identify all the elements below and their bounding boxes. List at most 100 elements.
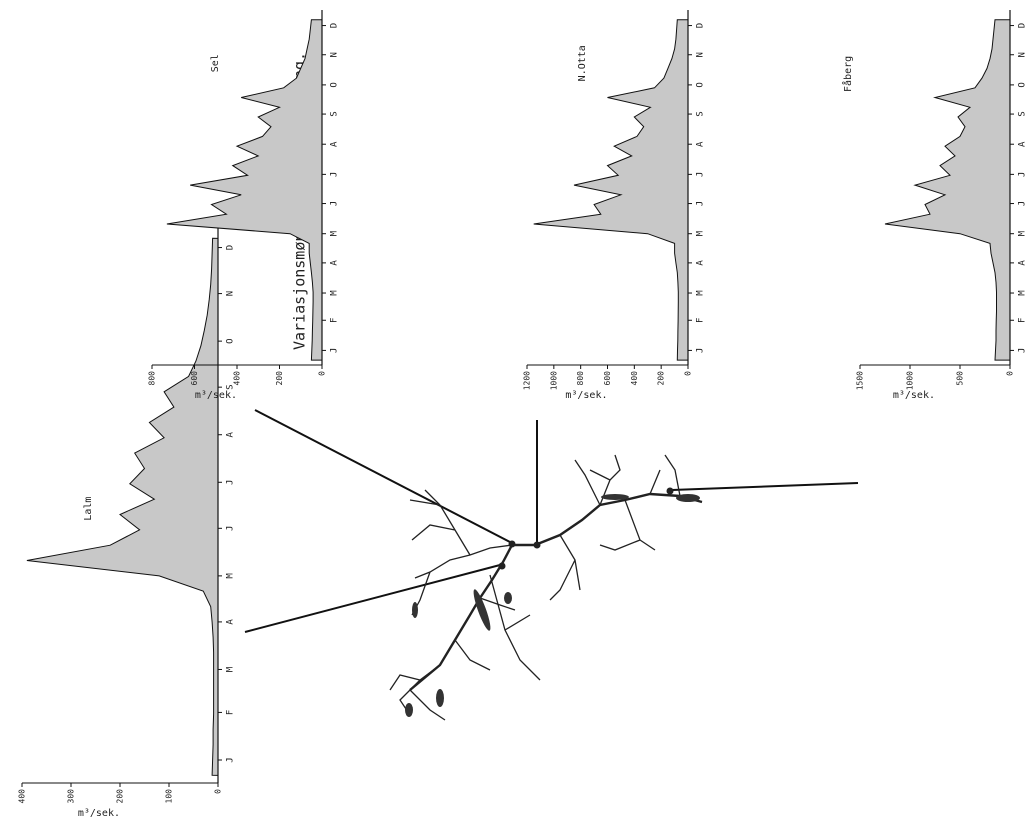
x-tick-label: J — [696, 348, 706, 353]
lake — [504, 592, 512, 604]
chart-title: Fåberg — [841, 56, 854, 92]
y-axis-label: m³/sek. — [565, 390, 607, 401]
x-tick-label: M — [1018, 230, 1028, 236]
lake — [412, 602, 418, 618]
lake — [601, 494, 629, 500]
connector — [244, 564, 501, 633]
x-tick-label: A — [696, 141, 706, 147]
y-axis-label: m³/sek. — [78, 808, 120, 819]
area — [166, 19, 323, 361]
x-tick-label: D — [1018, 23, 1028, 28]
x-tick-label: O — [226, 338, 236, 343]
lake — [473, 589, 491, 631]
y-tick-label: 100 — [165, 789, 174, 804]
lake — [405, 703, 413, 717]
lake — [436, 689, 444, 707]
station — [508, 540, 516, 548]
x-tick-label: A — [226, 619, 236, 625]
station — [498, 562, 506, 570]
x-tick-label: O — [1018, 82, 1028, 87]
y-tick-label: 0 — [318, 371, 327, 376]
x-tick-label: A — [1018, 260, 1028, 266]
y-tick-label: 0 — [684, 371, 693, 376]
y-tick-label: 500 — [956, 371, 965, 386]
x-tick-label: A — [330, 141, 340, 147]
y-tick-label: 200 — [116, 789, 125, 804]
x-tick-label: F — [696, 318, 706, 323]
x-tick-label: A — [696, 260, 706, 266]
x-tick-label: A — [330, 260, 340, 266]
y-tick-label: 600 — [190, 371, 199, 386]
x-tick-label: N — [696, 52, 706, 57]
x-tick-label: F — [330, 318, 340, 323]
station — [666, 487, 674, 495]
y-tick-label: 0 — [214, 789, 223, 794]
x-tick-label: J — [696, 172, 706, 177]
x-tick-label: J — [226, 757, 236, 762]
x-tick-label: J — [1018, 201, 1028, 206]
y-tick-label: 400 — [18, 789, 27, 804]
x-tick-label: S — [696, 111, 706, 116]
x-tick-label: J — [226, 480, 236, 485]
y-tick-label: 800 — [148, 371, 157, 386]
x-tick-label: J — [1018, 348, 1028, 353]
y-tick-label: 1000 — [549, 371, 558, 390]
x-tick-label: M — [226, 666, 236, 672]
main-river — [409, 492, 703, 691]
chart-title: Sel — [210, 54, 221, 72]
y-tick-label: 0 — [1006, 371, 1015, 376]
x-tick-label: D — [226, 245, 236, 250]
x-tick-label: N — [226, 291, 236, 296]
y-tick-label: 1000 — [906, 371, 915, 390]
x-tick-label: A — [1018, 141, 1028, 147]
hydrograph: 0 200 400 600 800 1000 1200 J F M A M J J A S O N Dm³/sek.… — [523, 10, 706, 401]
x-tick-label: J — [1018, 172, 1028, 177]
x-tick-label: S — [330, 111, 340, 116]
x-tick-label: J — [330, 201, 340, 206]
y-tick-label: 1500 — [856, 371, 865, 390]
x-tick-label: M — [226, 573, 236, 579]
x-tick-label: N — [330, 52, 340, 57]
x-tick-label: D — [330, 23, 340, 28]
x-tick-label: O — [330, 82, 340, 87]
tributaries — [389, 454, 681, 721]
x-tick-label: J — [330, 348, 340, 353]
chart-title: N.Otta — [577, 45, 588, 81]
x-tick-label: J — [696, 201, 706, 206]
x-tick-label: M — [1018, 290, 1028, 296]
x-tick-label: F — [1018, 318, 1028, 323]
x-tick-label: S — [226, 384, 236, 389]
y-tick-label: 400 — [630, 371, 639, 386]
hydrograph: 0 100 200 300 400 J F M A M J J A S O N Dm³/sek. Lalm — [18, 223, 236, 819]
x-tick-label: D — [696, 23, 706, 28]
x-tick-label: M — [330, 290, 340, 296]
x-tick-label: N — [1018, 52, 1028, 57]
x-tick-label: S — [1018, 111, 1028, 116]
x-tick-label: M — [696, 230, 706, 236]
chart-title: Lalm — [83, 497, 94, 521]
x-tick-label: F — [226, 710, 236, 715]
x-tick-label: O — [696, 82, 706, 87]
area — [533, 19, 689, 361]
station — [533, 541, 541, 549]
connector — [671, 482, 859, 491]
y-tick-label: 300 — [67, 789, 76, 804]
x-tick-label: M — [330, 230, 340, 236]
connector — [254, 409, 511, 543]
area — [884, 19, 1011, 361]
hydrograph: 0 500 1000 1500 J F M A M J J A S O N Dm³/sek. Fåberg — [841, 10, 1028, 401]
area — [26, 237, 219, 776]
y-tick-label: 600 — [603, 371, 612, 386]
y-tick-label: 400 — [233, 371, 242, 386]
y-tick-label: 800 — [576, 371, 585, 386]
x-tick-label: A — [226, 431, 236, 437]
x-tick-label: J — [330, 172, 340, 177]
y-tick-label: 200 — [275, 371, 284, 386]
y-tick-label: 200 — [657, 371, 666, 386]
lake — [676, 494, 700, 502]
y-axis-label: m³/sek. — [195, 390, 237, 401]
hydrograph: 0 200 400 600 800 J F M A M J J A S O N Dm³/sek. Sel — [148, 10, 340, 401]
y-tick-label: 1200 — [523, 371, 532, 390]
x-tick-label: J — [226, 526, 236, 531]
